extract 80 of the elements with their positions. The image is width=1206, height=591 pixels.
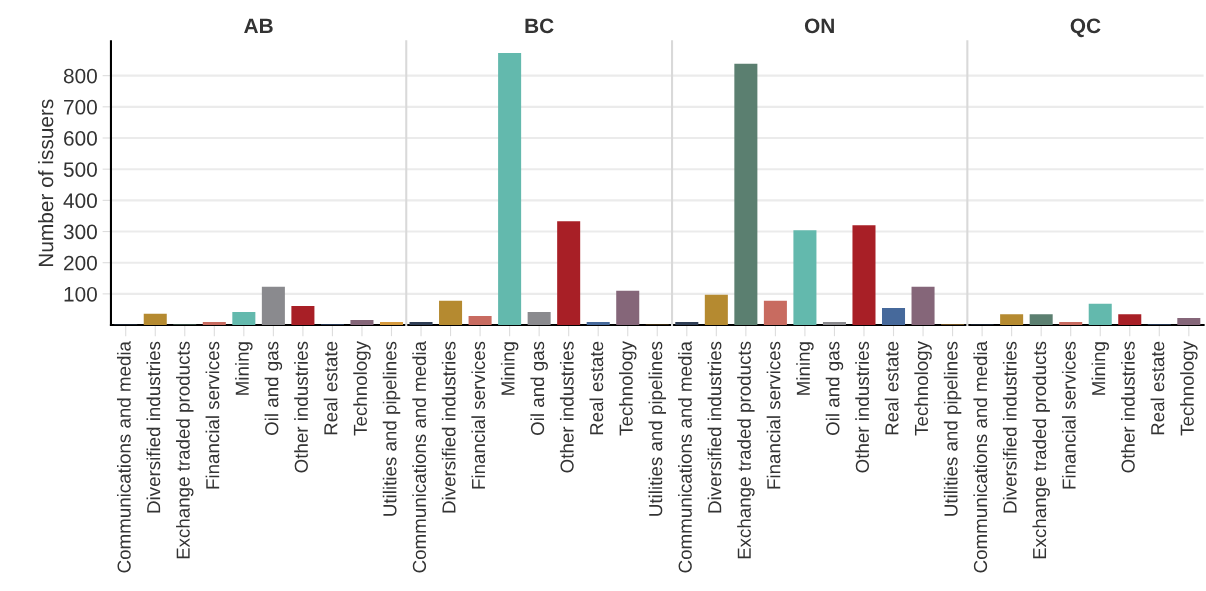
bar — [763, 300, 787, 326]
bar — [1059, 321, 1083, 326]
y-axis-title: Number of issuers — [38, 99, 54, 267]
bar — [468, 316, 492, 326]
x-tick-label: Exchange traded products — [737, 341, 755, 559]
y-tick-label: 200 — [64, 255, 97, 271]
y-tick-label: 400 — [63, 193, 97, 209]
y-tick-label: 300 — [63, 224, 97, 240]
bar — [704, 294, 728, 326]
x-tick-label: Other industries — [1121, 341, 1135, 473]
x-tick-label: Technology — [353, 341, 371, 436]
bar — [1177, 317, 1201, 326]
bar — [527, 311, 551, 326]
bar — [1118, 314, 1142, 326]
bar — [793, 230, 817, 326]
x-tick-label: Other industries — [294, 341, 308, 473]
x-tick-label: Exchange traded products — [176, 341, 194, 559]
x-tick-label: Communications and media — [678, 341, 692, 573]
x-tick-label: Diversified industries — [1002, 341, 1017, 513]
bar — [675, 321, 699, 326]
bar — [1029, 314, 1053, 326]
bar — [586, 321, 610, 326]
bar — [261, 286, 285, 326]
bar — [822, 321, 846, 326]
bar — [852, 225, 876, 326]
bar — [616, 290, 640, 326]
x-tick-label: Other industries — [559, 341, 574, 473]
bar — [202, 321, 226, 326]
x-tick-label: Utilities and pipelines — [943, 341, 962, 516]
y-tick-label: 100 — [64, 286, 97, 302]
x-tick-label: Oil and gas — [530, 341, 548, 435]
x-tick-label: Mining — [796, 342, 814, 395]
x-tick-label: Technology — [1180, 341, 1198, 436]
bar — [350, 320, 374, 326]
x-tick-label: Diversified industries — [441, 341, 456, 513]
x-tick-label: Mining — [235, 342, 253, 395]
bar — [143, 313, 167, 326]
x-tick-label: Financial services — [205, 341, 220, 489]
bar — [1088, 303, 1112, 326]
y-tick-label: 600 — [64, 131, 97, 146]
y-tick-label: 500 — [63, 162, 97, 177]
chart-title: ON — [804, 18, 834, 34]
bar — [557, 221, 581, 326]
x-tick-label: Diversified industries — [707, 341, 722, 513]
bar — [439, 300, 463, 326]
chart-title: QC — [1070, 18, 1101, 38]
x-tick-label: Oil and gas — [264, 341, 283, 435]
x-tick-label: Exchange traded products — [1032, 341, 1050, 559]
x-tick-label: Communications and media — [116, 341, 131, 573]
x-tick-label: Diversified industries — [146, 341, 161, 513]
x-tick-label: Financial services — [471, 341, 486, 489]
x-tick-label: Real estate — [1150, 341, 1165, 435]
bar — [232, 311, 256, 326]
bar — [409, 321, 433, 326]
x-tick-label: Financial services — [1061, 341, 1076, 489]
bar — [498, 52, 522, 326]
x-tick-label: Other industries — [855, 341, 870, 473]
x-tick-label: Financial services — [766, 341, 781, 489]
x-tick-label: Real estate — [589, 341, 604, 435]
bar — [379, 321, 404, 326]
x-tick-label: Utilities and pipelines — [382, 341, 401, 516]
x-tick-label: Oil and gas — [825, 341, 844, 435]
x-tick-label: Technology — [914, 341, 932, 436]
bar — [734, 63, 758, 326]
y-tick-label: 700 — [64, 99, 97, 115]
bar — [1000, 314, 1024, 326]
chart-title: AB — [244, 18, 273, 34]
x-tick-label: Mining — [500, 342, 519, 395]
x-tick-label: Communications and media — [973, 341, 988, 573]
x-tick-label: Real estate — [323, 341, 338, 435]
x-tick-label: Real estate — [884, 341, 899, 435]
y-tick-label: 800 — [63, 68, 97, 84]
bar — [291, 306, 315, 326]
bar — [882, 307, 906, 326]
x-tick-label: Mining — [1091, 342, 1109, 395]
chart-title: BC — [525, 18, 554, 34]
x-tick-label: Utilities and pipelines — [648, 341, 667, 516]
x-tick-label: Technology — [619, 341, 637, 436]
x-tick-label: Communications and media — [412, 341, 427, 573]
bar — [911, 286, 935, 326]
